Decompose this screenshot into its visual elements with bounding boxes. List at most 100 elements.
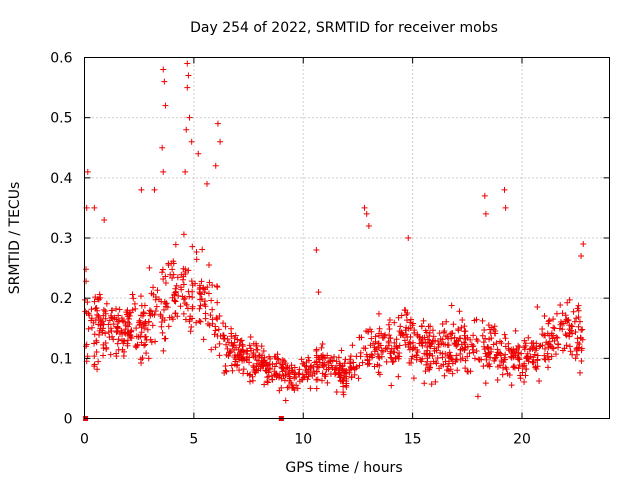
data-point	[173, 282, 180, 289]
data-point	[135, 333, 142, 340]
data-point	[410, 345, 417, 352]
data-point	[159, 329, 166, 336]
data-point	[239, 341, 246, 348]
data-point	[180, 281, 187, 288]
data-point	[285, 384, 292, 391]
data-point	[205, 262, 212, 269]
data-point	[514, 354, 521, 361]
data-point	[105, 321, 112, 328]
data-point	[100, 306, 107, 313]
data-point	[142, 341, 149, 348]
data-point	[205, 320, 212, 327]
data-point	[291, 364, 298, 371]
data-point	[578, 253, 585, 260]
data-point	[366, 360, 373, 367]
data-point	[496, 338, 503, 345]
data-point	[516, 361, 523, 368]
data-point	[198, 278, 205, 285]
data-points	[81, 60, 587, 421]
data-point	[161, 78, 168, 85]
data-point	[548, 353, 555, 360]
data-point	[439, 320, 446, 327]
data-point	[395, 314, 402, 321]
data-point	[169, 266, 176, 273]
data-point	[461, 323, 468, 330]
data-point	[264, 379, 271, 386]
data-point	[571, 318, 578, 325]
data-point	[414, 332, 421, 339]
data-point	[184, 305, 191, 312]
data-point	[184, 60, 191, 67]
data-point	[171, 298, 178, 305]
data-point	[539, 325, 546, 332]
data-point	[209, 306, 216, 313]
data-point	[147, 312, 154, 319]
data-point	[459, 355, 466, 362]
data-point	[296, 371, 303, 378]
x-tick-label: 0	[80, 432, 89, 448]
data-point	[197, 318, 204, 325]
data-point	[545, 340, 552, 347]
data-point	[363, 210, 370, 217]
data-point	[370, 340, 377, 347]
data-point	[204, 180, 210, 187]
data-point	[275, 356, 282, 363]
data-point	[564, 317, 571, 324]
data-point	[239, 343, 246, 350]
data-point	[142, 319, 149, 326]
data-point	[462, 335, 469, 342]
data-point	[258, 354, 265, 361]
data-point	[541, 355, 548, 362]
data-point	[175, 292, 182, 299]
data-point	[456, 308, 463, 315]
data-point	[544, 364, 551, 371]
data-point	[522, 372, 529, 379]
data-point	[464, 353, 471, 360]
data-point	[253, 357, 260, 364]
data-point	[476, 356, 483, 363]
data-point	[458, 324, 465, 331]
data-point	[573, 347, 580, 354]
data-point	[132, 305, 139, 312]
data-point	[448, 302, 455, 309]
data-point	[208, 346, 215, 353]
data-point	[575, 302, 582, 309]
data-point	[246, 342, 253, 349]
data-point	[305, 354, 312, 361]
data-point	[570, 308, 577, 315]
data-point	[214, 283, 221, 290]
data-point	[529, 345, 536, 352]
data-point	[473, 348, 480, 355]
data-point	[395, 373, 402, 380]
data-point	[498, 352, 505, 359]
data-point	[468, 341, 475, 348]
data-point	[161, 306, 168, 313]
data-point	[146, 264, 153, 271]
data-point	[426, 333, 433, 340]
data-point	[291, 387, 298, 394]
data-point	[402, 341, 409, 348]
data-point	[212, 327, 219, 334]
data-point	[536, 343, 543, 350]
data-point	[376, 325, 383, 332]
data-point	[172, 289, 179, 296]
data-point	[502, 204, 509, 211]
data-point	[418, 358, 425, 365]
data-point	[519, 369, 526, 376]
data-point	[474, 338, 481, 345]
data-point	[189, 288, 196, 295]
data-point	[333, 358, 340, 365]
data-point	[314, 363, 321, 370]
data-point	[162, 303, 169, 310]
data-point	[214, 316, 221, 323]
data-point	[278, 365, 285, 372]
data-point	[162, 102, 169, 109]
data-point	[151, 311, 158, 318]
data-point	[369, 352, 376, 359]
data-point	[416, 340, 423, 347]
data-point	[83, 278, 90, 285]
data-point	[470, 332, 477, 339]
data-point	[153, 303, 160, 310]
data-point	[129, 306, 136, 313]
data-point	[224, 345, 231, 352]
